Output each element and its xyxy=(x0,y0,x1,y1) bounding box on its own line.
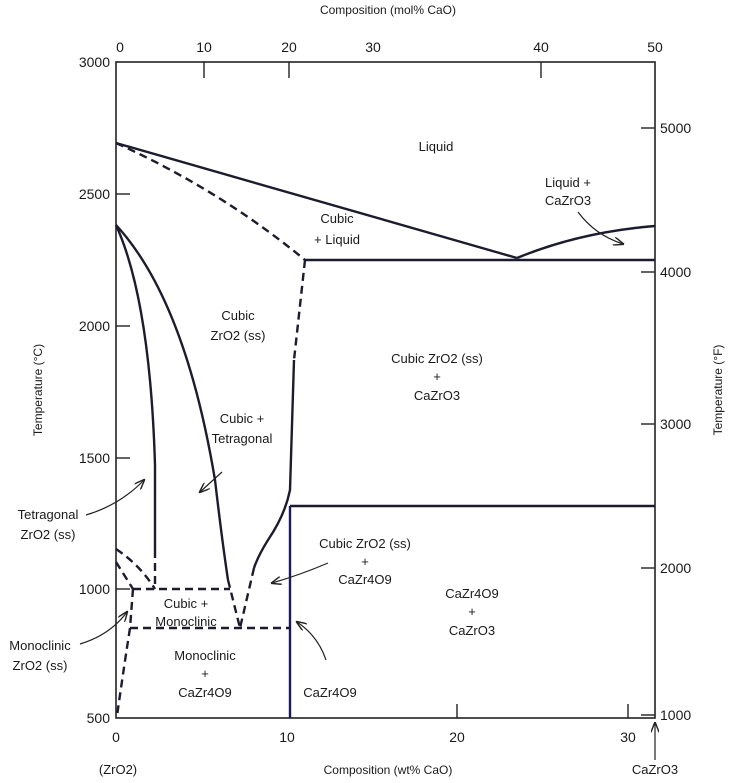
region-label: + xyxy=(433,369,441,384)
region-label: ZrO2 (ss) xyxy=(21,527,76,542)
x-top-tick: 40 xyxy=(533,39,549,55)
tet-mono-dashed-1 xyxy=(115,548,157,590)
region-label: CaZr4O9 xyxy=(338,572,391,587)
tick-marks xyxy=(116,62,655,718)
region-label: Tetragonal xyxy=(212,431,273,446)
region-label: + xyxy=(201,666,209,681)
x-top-tick: 30 xyxy=(365,39,381,55)
x-top-tick: 0 xyxy=(116,39,124,55)
region-label: Monoclinic xyxy=(155,614,217,629)
region-label: Cubic + xyxy=(220,411,264,426)
region-label: Monoclinic xyxy=(174,648,236,663)
y-left-tick: 1000 xyxy=(79,581,110,597)
tetragonal-solvus xyxy=(114,224,157,550)
left-end-label: (ZrO2) xyxy=(99,762,137,777)
tet-mono-dashed-2 xyxy=(114,561,135,590)
cubic-solvus-low-dashed xyxy=(238,567,256,629)
y-left-axis-title: Temperature (°C) xyxy=(31,344,45,436)
region-label: CaZrO3 xyxy=(414,388,460,403)
x-top-tick: 50 xyxy=(647,39,663,55)
y-right-tick: 2000 xyxy=(660,560,691,576)
region-label: Liquid xyxy=(419,139,454,154)
cubic-tetragonal-boundary xyxy=(115,224,230,581)
plot-frame xyxy=(115,61,656,719)
y-right-axis-title: Temperature (°F) xyxy=(711,345,725,436)
y-right-tick: 4000 xyxy=(660,264,691,280)
arrow-cubic-cazr4o9 xyxy=(272,562,329,583)
y-right-tick: 3000 xyxy=(660,416,691,432)
y-left-tick: 2000 xyxy=(79,318,110,334)
x-bottom-tick: 30 xyxy=(620,729,636,745)
region-label: CaZrO3 xyxy=(449,623,495,638)
region-label: CaZr4O9 xyxy=(303,685,356,700)
y-left-tick: 3000 xyxy=(79,54,110,70)
y-left-tick: 1500 xyxy=(79,450,110,466)
x-bottom-tick: 10 xyxy=(279,729,295,745)
arrow-monoclinic xyxy=(79,612,127,645)
region-label: Tetragonal xyxy=(18,507,79,522)
region-label: Liquid + xyxy=(545,175,591,190)
arrow-cubic-tetragonal xyxy=(200,471,223,492)
liquidus-right xyxy=(516,224,656,260)
x-bottom-axis-title: Composition (wt% CaO) xyxy=(324,763,453,777)
right-end-label: CaZrO3 xyxy=(632,762,678,777)
arrow-tetragonal xyxy=(85,480,144,516)
liquidus-left xyxy=(115,141,518,260)
cubic-solvus-dashed xyxy=(292,259,307,361)
region-label: Cubic xyxy=(221,308,255,323)
arrow-liquid-cazro3 xyxy=(577,211,623,244)
x-bottom-tick: 20 xyxy=(449,729,465,745)
x-top-axis-title: Composition (mol% CaO) xyxy=(320,3,456,17)
region-label: Cubic ZrO2 (ss) xyxy=(391,351,483,366)
region-label: + Liquid xyxy=(314,232,360,247)
x-top-tick: 10 xyxy=(196,39,212,55)
region-label: Cubic ZrO2 (ss) xyxy=(319,536,411,551)
monoclinic-solvus-dashed xyxy=(115,588,135,717)
y-right-tick: 5000 xyxy=(660,120,691,136)
arrow-cazr4o9 xyxy=(297,622,327,661)
region-label: ZrO2 (ss) xyxy=(13,658,68,673)
cubic-monoclinic-boundary-dashed xyxy=(226,579,242,629)
region-label: CaZrO3 xyxy=(545,193,591,208)
region-label: CaZr4O9 xyxy=(178,685,231,700)
y-left-tick: 2500 xyxy=(79,186,110,202)
region-label: Cubic + xyxy=(164,596,208,611)
y-right-tick: 1000 xyxy=(660,707,691,723)
region-label: CaZr4O9 xyxy=(445,586,498,601)
region-label: + xyxy=(468,604,476,619)
x-top-tick: 20 xyxy=(281,39,297,55)
y-left-tick: 500 xyxy=(87,710,111,726)
x-bottom-tick: 0 xyxy=(112,729,120,745)
region-label: + xyxy=(361,554,369,569)
region-label: Monoclinic xyxy=(9,638,71,653)
region-label: Cubic xyxy=(320,211,354,226)
region-label: ZrO2 (ss) xyxy=(211,328,266,343)
cubic-solvus xyxy=(252,359,296,569)
solidus-dashed xyxy=(115,141,306,261)
